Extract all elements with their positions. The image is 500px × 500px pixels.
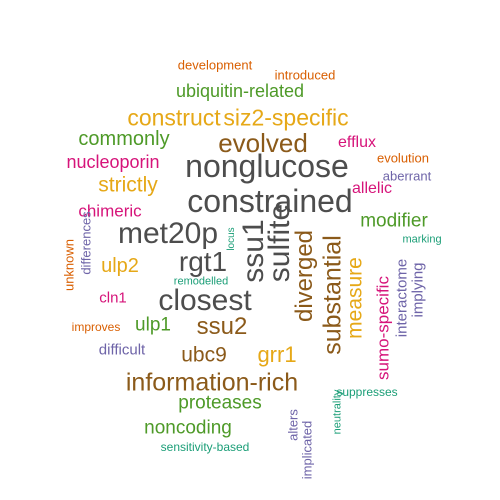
word-difficult: difficult (98, 341, 146, 359)
word-met20p: met20p (117, 217, 219, 250)
word-proteases: proteases (178, 392, 262, 414)
word-nucleoporin: nucleoporin (66, 152, 160, 172)
word-information-rich: information-rich (125, 368, 299, 397)
word-commonly: commonly (78, 128, 170, 150)
word-improves: improves (71, 320, 121, 334)
word-ulp2: ulp2 (101, 255, 139, 277)
word-alters: alters (285, 409, 301, 441)
word-measure: measure (343, 257, 367, 339)
word-siz2-specific: siz2-specific (223, 104, 349, 131)
word-aberrant: aberrant (382, 168, 432, 184)
word-remodelled: remodelled (173, 275, 229, 288)
word-marking: marking (402, 233, 442, 246)
word-substantial: substantial (318, 235, 347, 355)
word-unknown: unknown (61, 238, 77, 292)
word-noncoding: noncoding (144, 417, 232, 439)
word-neutrality: neutrality (331, 389, 344, 435)
word-ssu1: ssu1 (237, 219, 270, 283)
word-ubc9: ubc9 (181, 343, 227, 367)
word-evolved: evolved (218, 128, 308, 158)
word-development: development (177, 57, 253, 73)
word-diverged: diverged (291, 229, 318, 323)
word-nonglucose: nonglucose (185, 148, 349, 184)
word-cln1: cln1 (99, 289, 127, 307)
word-evolution: evolution (376, 150, 430, 166)
word-efflux: efflux (338, 134, 376, 151)
word-suppresses: suppresses (336, 385, 398, 399)
word-sumo-specific: sumo-specific (373, 276, 393, 380)
word-interactome: interactome (393, 258, 411, 338)
word-allelic: allelic (351, 180, 393, 197)
word-ulp1: ulp1 (135, 314, 171, 336)
word-sensitivity-based: sensitivity-based (160, 440, 250, 454)
word-chimeric: chimeric (78, 201, 142, 221)
word-ubiquitin-related: ubiquitin-related (175, 81, 305, 101)
word-implying: implying (409, 262, 427, 318)
word-constrained: constrained (187, 183, 353, 219)
word-rgt1: rgt1 (178, 246, 228, 277)
word-implicated: implicated (299, 420, 315, 480)
word-introduced: introduced (274, 67, 336, 83)
word-ssu2: ssu2 (196, 313, 248, 340)
word-construct: construct (127, 104, 221, 131)
word-closest: closest (158, 284, 252, 317)
word-strictly: strictly (98, 173, 158, 197)
word-locus: locus (226, 227, 237, 251)
word-differences: differences (78, 211, 94, 275)
word-modifier: modifier (360, 210, 428, 232)
word-grr1: grr1 (257, 342, 297, 367)
